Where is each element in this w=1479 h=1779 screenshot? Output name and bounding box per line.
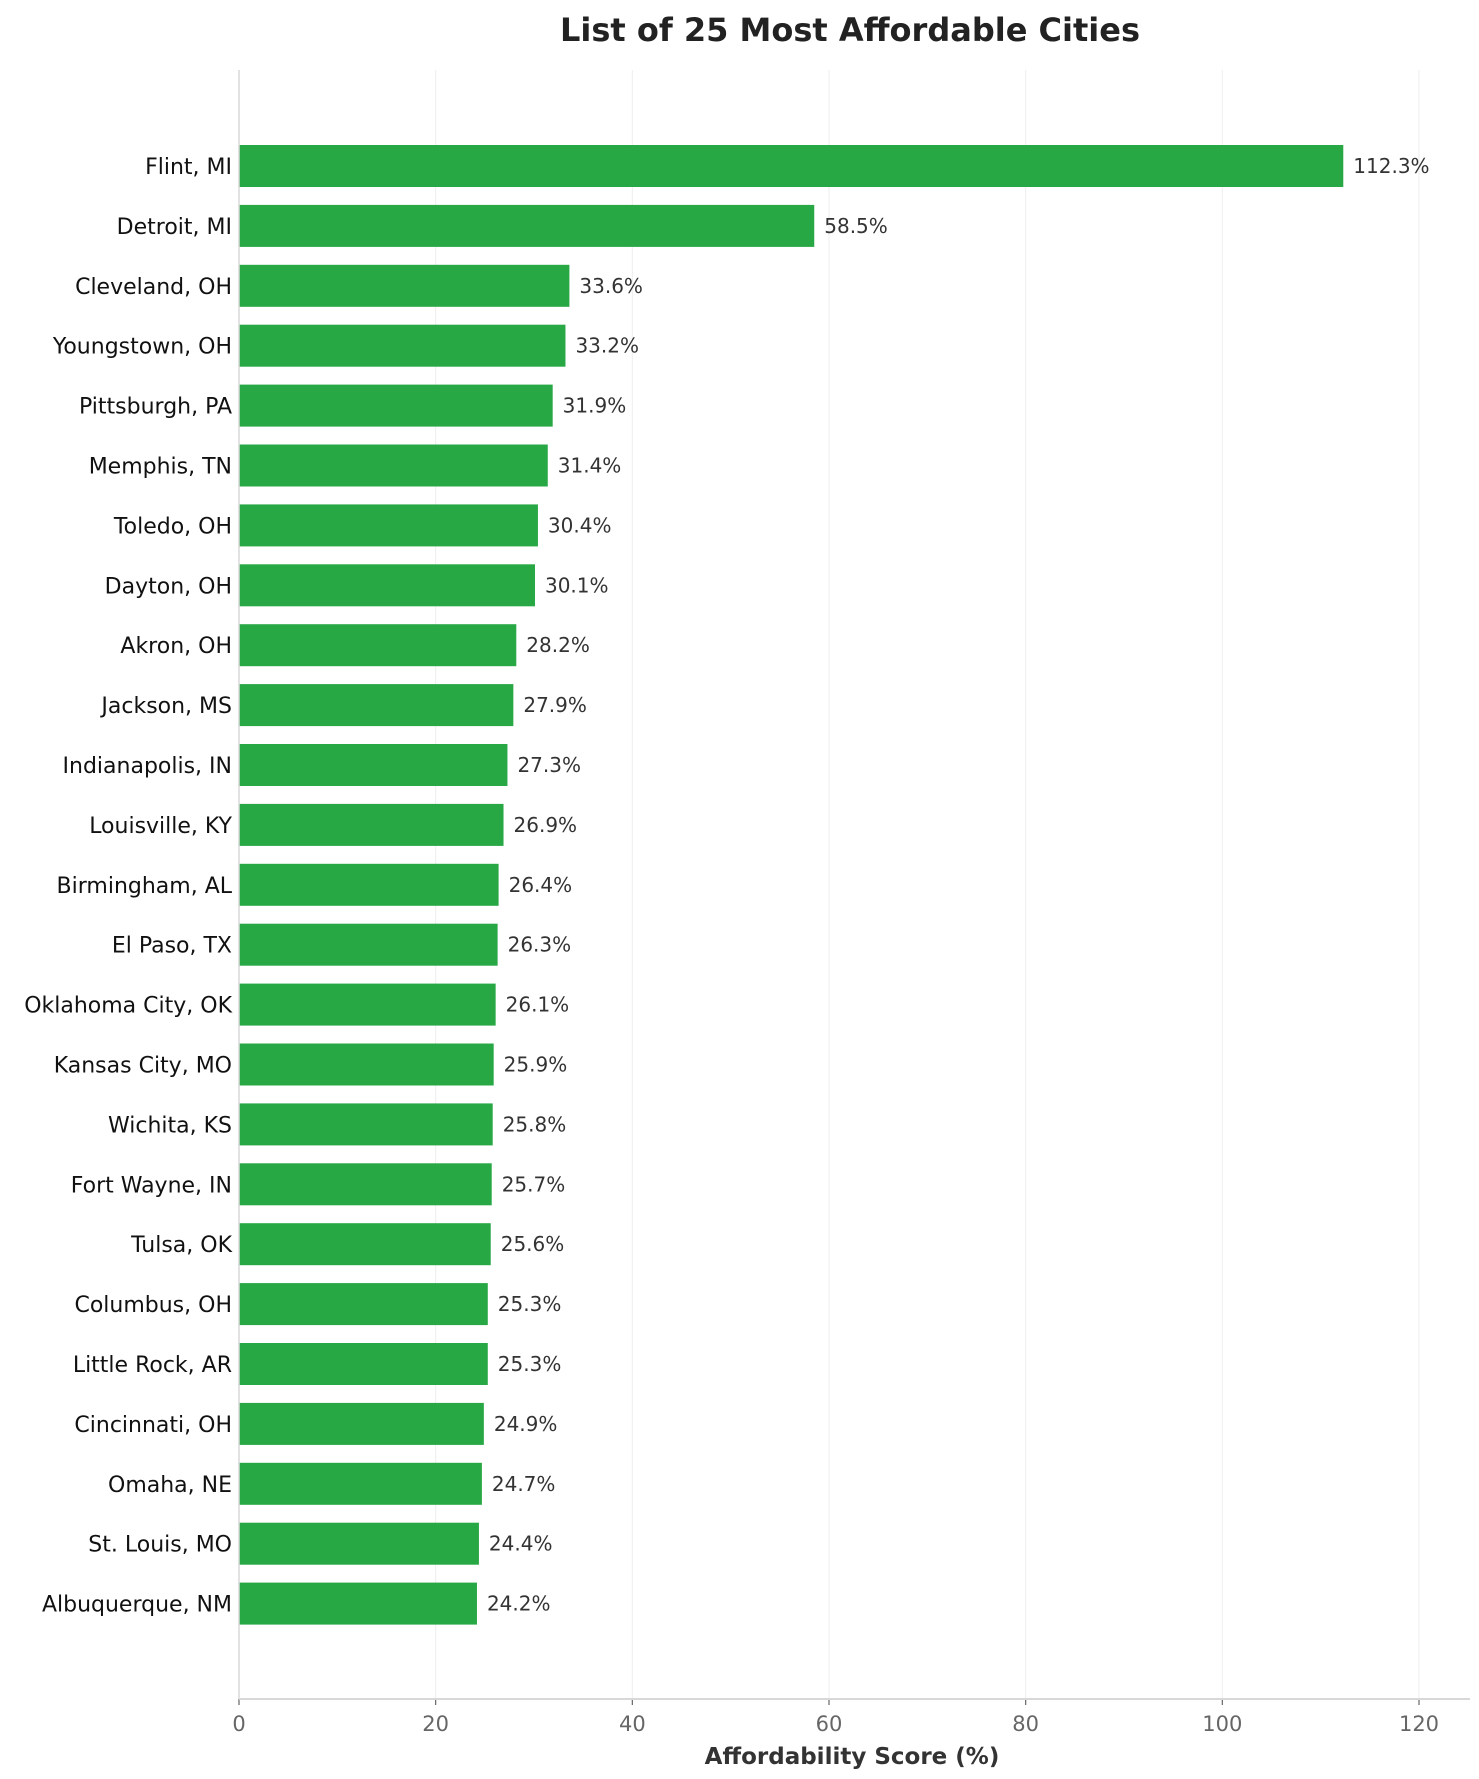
- bar: [239, 444, 548, 487]
- bar: [239, 803, 504, 846]
- chart-title: List of 25 Most Affordable Cities: [560, 11, 1140, 49]
- bar: [239, 1223, 491, 1266]
- bar: [239, 564, 535, 607]
- data-label: 26.1%: [506, 993, 570, 1017]
- y-tick-label: Cleveland, OH: [75, 275, 232, 300]
- x-tick-label: 20: [422, 1712, 449, 1736]
- data-label: 31.9%: [563, 394, 627, 418]
- y-tick-label: Fort Wayne, IN: [71, 1173, 232, 1198]
- y-tick-label: Youngstown, OH: [52, 335, 232, 360]
- data-label: 25.3%: [498, 1292, 562, 1316]
- x-tick-label: 100: [1202, 1712, 1242, 1736]
- data-label: 26.3%: [508, 933, 572, 957]
- data-label: 24.4%: [489, 1532, 553, 1556]
- bar: [239, 624, 517, 667]
- data-label: 25.9%: [504, 1053, 568, 1077]
- x-tick-label: 0: [232, 1712, 245, 1736]
- bar: [239, 264, 570, 307]
- bar: [239, 744, 508, 786]
- bar: [239, 1402, 484, 1445]
- bar: [239, 1043, 494, 1086]
- y-tick-label: St. Louis, MO: [88, 1533, 232, 1558]
- y-tick-label: Tulsa, OK: [130, 1233, 232, 1258]
- y-tick-label: Louisville, KY: [89, 814, 232, 839]
- y-tick-label: Kansas City, MO: [54, 1054, 232, 1079]
- data-label: 25.8%: [503, 1112, 567, 1136]
- y-tick-label: Cincinnati, OH: [74, 1413, 232, 1438]
- y-tick-label: Flint, MI: [145, 155, 232, 180]
- y-tick-label: Albuquerque, NM: [42, 1593, 232, 1618]
- data-label: 27.9%: [523, 693, 587, 717]
- data-label: 25.3%: [498, 1352, 562, 1376]
- y-tick-label: Jackson, MS: [99, 694, 232, 719]
- y-tick-label: Birmingham, AL: [57, 874, 233, 899]
- bar: [239, 1103, 493, 1146]
- data-label: 30.1%: [545, 573, 609, 597]
- y-tick-label: Oklahoma City, OK: [24, 994, 232, 1019]
- data-label: 58.5%: [824, 214, 888, 238]
- y-tick-label: Pittsburgh, PA: [79, 395, 232, 420]
- bar: [239, 145, 1344, 187]
- bar: [239, 1522, 479, 1565]
- data-label: 24.9%: [494, 1412, 558, 1436]
- bar: [239, 863, 499, 906]
- x-axis-label: Affordability Score (%): [705, 1744, 1000, 1770]
- bar: [239, 1343, 488, 1385]
- data-label: 24.7%: [492, 1472, 556, 1496]
- x-tick-label: 80: [1012, 1712, 1039, 1736]
- y-tick-label: Columbus, OH: [74, 1293, 232, 1318]
- bar: [239, 1582, 477, 1625]
- data-label: 24.2%: [487, 1592, 551, 1616]
- bar: [239, 1163, 492, 1206]
- data-label: 25.6%: [501, 1232, 565, 1256]
- y-tick-label: Dayton, OH: [105, 574, 232, 599]
- data-label: 26.4%: [509, 873, 573, 897]
- bar: [239, 983, 496, 1026]
- bar: [239, 504, 538, 547]
- y-tick-label: Indianapolis, IN: [63, 754, 232, 779]
- y-tick-label: Detroit, MI: [117, 215, 232, 240]
- x-tick-label: 120: [1399, 1712, 1439, 1736]
- bar: [239, 1283, 488, 1326]
- bar: [239, 204, 815, 247]
- gridlines: [435, 70, 1420, 1699]
- bar: [239, 1462, 482, 1505]
- data-label: 31.4%: [558, 454, 622, 478]
- y-tick-label: El Paso, TX: [112, 934, 232, 959]
- bars: Flint, MI 112.3% Detroit, MI 58.5% Cleveland…: [24, 145, 1430, 1625]
- bar: [239, 384, 553, 427]
- data-label: 30.4%: [548, 513, 612, 537]
- data-label: 26.9%: [514, 813, 578, 837]
- data-label: 33.6%: [579, 274, 643, 298]
- bar: [239, 684, 514, 727]
- y-tick-label: Memphis, TN: [89, 455, 232, 480]
- bar: [239, 923, 498, 966]
- y-tick-label: Wichita, KS: [108, 1113, 232, 1138]
- bar: [239, 324, 566, 367]
- axes: 0 20 40 60 80 100 120: [232, 70, 1470, 1736]
- y-tick-label: Akron, OH: [120, 634, 232, 659]
- data-label: 33.2%: [575, 334, 639, 358]
- data-label: 28.2%: [526, 633, 590, 657]
- y-tick-label: Little Rock, AR: [73, 1353, 232, 1378]
- data-label: 25.7%: [502, 1172, 566, 1196]
- y-tick-label: Toledo, OH: [113, 514, 232, 539]
- data-label: 112.3%: [1353, 154, 1429, 178]
- y-tick-label: Omaha, NE: [108, 1473, 232, 1498]
- x-tick-label: 60: [816, 1712, 843, 1736]
- data-label: 27.3%: [517, 753, 581, 777]
- x-tick-label: 40: [619, 1712, 646, 1736]
